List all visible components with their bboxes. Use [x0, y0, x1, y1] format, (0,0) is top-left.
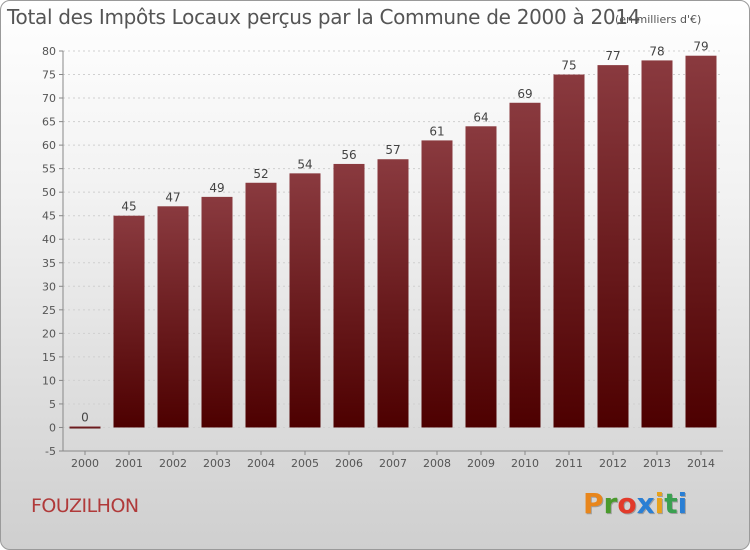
y-tick-label: 10 [42, 374, 56, 387]
bars [69, 55, 717, 429]
x-tick-label: 2005 [291, 457, 319, 470]
bar-2010 [509, 102, 541, 428]
data-label-2004: 52 [253, 167, 268, 181]
brand-letter: r [603, 487, 618, 520]
data-label-2011: 75 [561, 59, 576, 73]
bar-2003 [201, 196, 233, 428]
data-label-2003: 49 [209, 181, 224, 195]
bar-2005 [289, 173, 321, 428]
x-tick-label: 2009 [467, 457, 495, 470]
y-tick-label: 15 [42, 351, 56, 364]
x-tick-label: 2006 [335, 457, 363, 470]
y-tick-label: 60 [42, 139, 56, 152]
x-tick-label: 2013 [643, 457, 671, 470]
data-label-2010: 69 [517, 87, 532, 101]
bar-2012 [597, 65, 629, 428]
bar-2013 [641, 60, 673, 428]
y-tick-label: -5 [45, 445, 56, 458]
x-tick-label: 2011 [555, 457, 583, 470]
x-tick-label: 2014 [687, 457, 715, 470]
y-tick-label: 30 [42, 280, 56, 293]
bar-2001 [113, 215, 145, 428]
data-label-2013: 78 [649, 44, 664, 58]
y-tick-label: 40 [42, 233, 56, 246]
bar-2000 [69, 426, 101, 429]
x-tick-label: 2003 [203, 457, 231, 470]
bar-2008 [421, 140, 453, 428]
bar-2009 [465, 126, 497, 428]
bar-2011 [553, 74, 585, 428]
chart-title: Total des Impôts Locaux perçus par la Co… [7, 5, 641, 29]
y-tick-label: 20 [42, 327, 56, 340]
data-labels: 0 45 47 49 52 54 56 57 61 64 69 75 77 78 79 [81, 40, 708, 425]
data-label-2000: 0 [81, 410, 89, 424]
x-tick-label: 2007 [379, 457, 407, 470]
y-tick-label: 75 [42, 69, 56, 82]
y-tick-label: 65 [42, 116, 56, 129]
y-tick-label: 55 [42, 163, 56, 176]
brand-letter: x [636, 487, 655, 520]
brand-letter: P [583, 487, 604, 520]
y-tick-label: 5 [49, 398, 56, 411]
bar-2004 [245, 182, 277, 428]
brand-letter: i [677, 487, 688, 520]
data-label-2008: 61 [429, 124, 444, 138]
y-tick-label: 35 [42, 257, 56, 270]
brand-letter: t [664, 487, 678, 520]
brand-letter: i [654, 487, 665, 520]
x-tick-label: 2001 [115, 457, 143, 470]
data-label-2001: 45 [121, 200, 136, 214]
bar-2007 [377, 159, 409, 428]
y-tick-label: 70 [42, 92, 56, 105]
data-label-2007: 57 [385, 143, 400, 157]
x-tick-label: 2000 [71, 457, 99, 470]
brand-letter: o [617, 487, 637, 520]
y-tick-label: 80 [42, 45, 56, 58]
bar-2002 [157, 206, 189, 428]
data-label-2002: 47 [165, 190, 180, 204]
commune-name: FOUZILHON [31, 495, 139, 517]
chart-subtitle: (en milliers d'€) [615, 13, 702, 26]
axes: -5 0 5 10 15 20 25 30 35 40 45 50 55 60 65 70 75 80 2000 20… [42, 45, 723, 470]
y-tick-label: 45 [42, 210, 56, 223]
x-tick-label: 2010 [511, 457, 539, 470]
brand-logo: Proxiti [583, 487, 687, 520]
y-tick-label: 25 [42, 304, 56, 317]
x-tick-label: 2004 [247, 457, 275, 470]
x-tick-label: 2008 [423, 457, 451, 470]
bar-2006 [333, 163, 365, 428]
data-label-2009: 64 [473, 110, 488, 124]
x-tick-label: 2002 [159, 457, 187, 470]
data-label-2005: 54 [297, 157, 312, 171]
y-tick-label: 0 [49, 421, 56, 434]
x-tick-label: 2012 [599, 457, 627, 470]
data-label-2014: 79 [693, 40, 708, 54]
data-label-2006: 56 [341, 148, 356, 162]
bar-2014 [685, 55, 717, 428]
data-label-2012: 77 [605, 49, 620, 63]
y-tick-label: 50 [42, 186, 56, 199]
